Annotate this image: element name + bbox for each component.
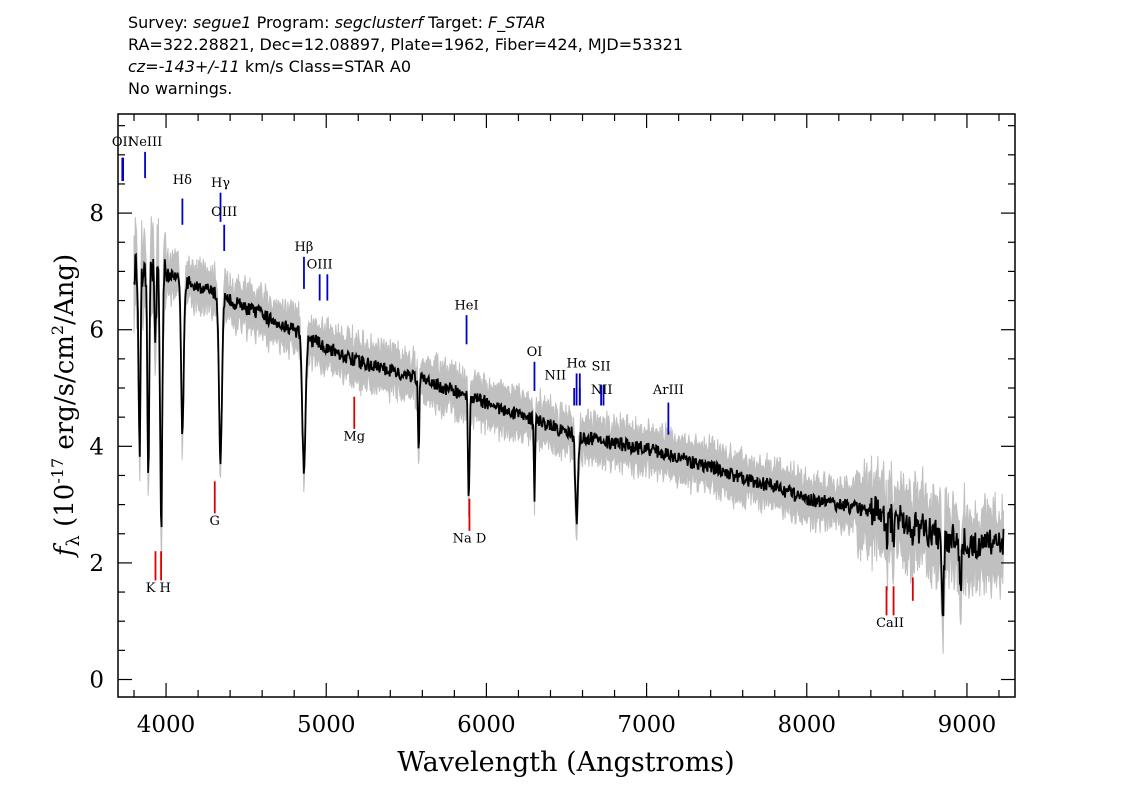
absorption-label: Mg — [343, 429, 365, 444]
target-label: Target: — [428, 13, 483, 32]
target-value: F_STAR — [488, 13, 546, 32]
header-line-3: cz=-143+/-11 km/s Class=STAR A0 — [128, 56, 683, 78]
emission-marker-Hβ: Hβ — [295, 240, 314, 289]
absorption-marker-G: G — [210, 481, 220, 529]
x-axis-title: Wavelength (Angstroms) — [397, 747, 734, 778]
y-tick-label: 6 — [89, 318, 104, 344]
emission-label: SII — [592, 360, 611, 375]
program-label: Program: — [256, 13, 330, 32]
y-tick-label: 0 — [89, 668, 104, 694]
plot-area — [133, 216, 1005, 654]
emission-label: ArIII — [652, 383, 684, 398]
x-tick-label: 8000 — [777, 712, 836, 738]
y-axis-title-rest: (10 — [50, 484, 80, 536]
program-value: segclusterf — [334, 13, 423, 32]
emission-label: NII — [544, 368, 566, 383]
absorption-marker-K-H: K H — [146, 551, 171, 596]
emission-label: NeIII — [128, 135, 162, 150]
absorption-marker-Na-D: Na D — [453, 498, 487, 547]
y-axis-title: fλ (10-17 erg/s/cm2/Ang) — [48, 254, 84, 558]
y-tick-label: 8 — [89, 201, 104, 227]
header-line-4: No warnings. — [128, 79, 233, 98]
absorption-marker-CaII: CaII — [876, 577, 914, 631]
y-axis-title-exp: -17 — [48, 458, 67, 484]
emission-marker-OIII: OIII — [211, 205, 237, 252]
y-axis-title-sub: λ — [63, 535, 84, 546]
emission-label: Hδ — [173, 173, 192, 188]
emission-marker-NeIII: NeIII — [128, 135, 162, 179]
absorption-label: G — [210, 514, 220, 529]
emission-label: OI — [527, 345, 543, 360]
emission-marker-Hδ: Hδ — [173, 173, 192, 225]
survey-value: segue1 — [192, 13, 252, 32]
absorption-label: Na D — [453, 532, 487, 547]
y-axis-title-end: /Ang) — [50, 254, 80, 325]
emission-label: OIII — [211, 205, 237, 220]
absorption-marker-Mg: Mg — [343, 396, 365, 444]
x-tick-label: 9000 — [938, 712, 997, 738]
redshift-value: cz=-143+/-11 — [128, 57, 240, 76]
emission-marker-ArIII: ArIII — [652, 383, 684, 435]
y-axis-title-exp2: 2 — [48, 325, 67, 335]
y-tick-label: 2 — [89, 551, 104, 577]
emission-marker-SII: SII — [592, 360, 611, 406]
y-tick-label: 4 — [89, 434, 104, 460]
header-line-1: Survey: segue1 Program: segclusterf Targ… — [128, 12, 683, 34]
flux-series — [133, 252, 1005, 617]
survey-label: Survey: — [128, 13, 188, 32]
plot-frame — [117, 113, 1016, 698]
emission-label: Hβ — [295, 240, 314, 255]
emission-marker-OII: OII — [112, 135, 133, 182]
header-line-2: RA=322.28821, Dec=12.08897, Plate=1962, … — [128, 35, 684, 54]
x-tick-label: 5000 — [297, 712, 356, 738]
emission-marker-Hα: Hα — [567, 357, 587, 406]
emission-label: OIII — [307, 257, 333, 272]
emission-label: NII — [591, 383, 613, 398]
absorption-label: CaII — [876, 616, 904, 631]
emission-marker-HeI: HeI — [454, 298, 479, 345]
emission-marker-Hγ: Hγ — [211, 176, 230, 222]
y-axis-title-units: erg/s/cm — [50, 335, 80, 458]
x-tick-label: 6000 — [457, 712, 516, 738]
emission-marker-NII: NII — [544, 368, 576, 406]
emission-label: Hγ — [211, 176, 230, 191]
emission-label: OII — [112, 135, 133, 150]
emission-label: Hα — [567, 357, 587, 372]
emission-marker-OI: OI — [527, 345, 543, 391]
spectrum-header: Survey: segue1 Program: segclusterf Targ… — [128, 12, 683, 100]
class-text: km/s Class=STAR A0 — [239, 57, 412, 76]
y-axis: 0 2 4 6 8 — [89, 125, 1015, 694]
emission-marker-OIII: OIII — [307, 257, 333, 301]
x-tick-label: 7000 — [617, 712, 676, 738]
flux-line — [133, 252, 1005, 617]
x-axis: 4000 5000 6000 7000 8000 9000 — [133, 114, 1000, 738]
absorption-label: K H — [146, 581, 171, 596]
emission-label: HeI — [454, 298, 478, 313]
x-tick-label: 4000 — [137, 712, 196, 738]
